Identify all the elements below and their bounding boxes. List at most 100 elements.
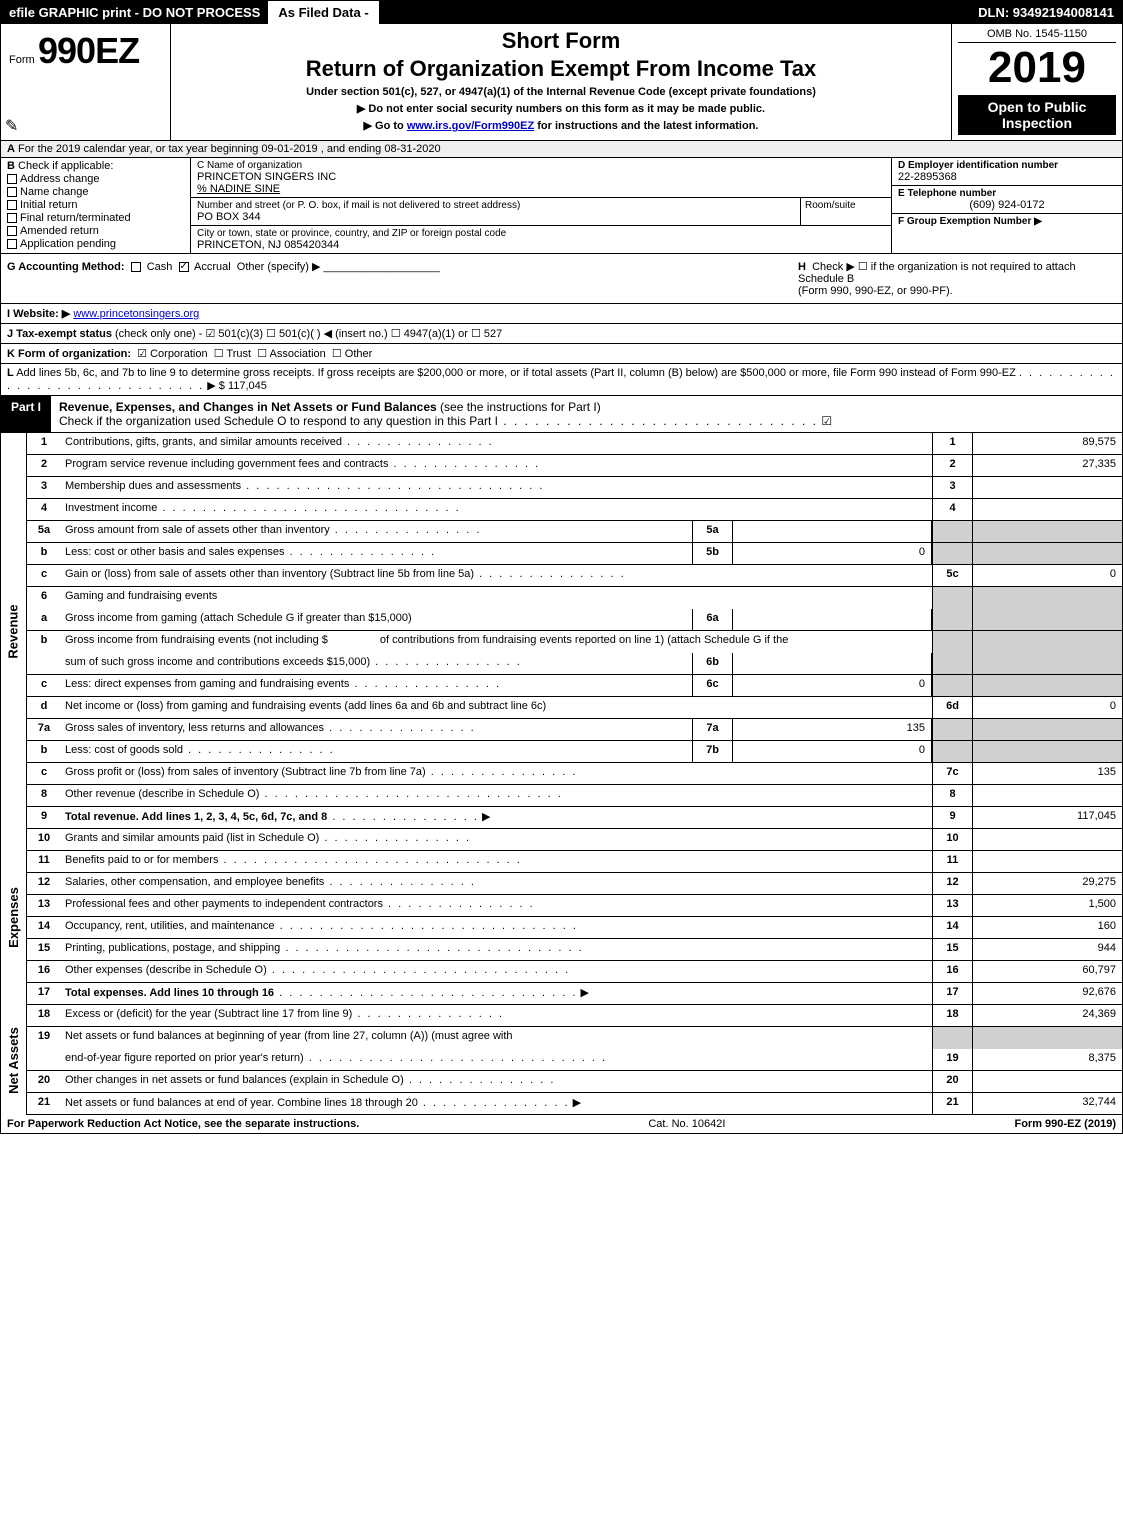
row-j: J Tax-exempt status (check only one) - ☑… bbox=[1, 324, 1122, 344]
header-right-cell: OMB No. 1545-1150 2019 Open to Public In… bbox=[952, 24, 1122, 140]
row-12: 12 Salaries, other compensation, and emp… bbox=[27, 873, 1122, 895]
asfiled-label: As Filed Data - bbox=[270, 1, 378, 24]
revenue-side-label: Revenue bbox=[1, 433, 27, 829]
efile-label: efile GRAPHIC print - DO NOT PROCESS bbox=[1, 1, 270, 24]
footer-right: Form 990-EZ (2019) bbox=[1014, 1118, 1116, 1130]
expenses-section: Expenses 10 Grants and similar amounts p… bbox=[1, 829, 1122, 1005]
row-8: 8 Other revenue (describe in Schedule O)… bbox=[27, 785, 1122, 807]
netasset-rows: 18 Excess or (deficit) for the year (Sub… bbox=[27, 1005, 1122, 1115]
checkbox-icon[interactable] bbox=[7, 226, 17, 236]
group-exemption-block: F Group Exemption Number ▶ bbox=[892, 214, 1122, 229]
revenue-section: Revenue 1 Contributions, gifts, grants, … bbox=[1, 433, 1122, 829]
part1-label: Part I bbox=[1, 396, 51, 433]
city-label: City or town, state or province, country… bbox=[197, 228, 885, 239]
row-6b-2: sum of such gross income and contributio… bbox=[27, 653, 1122, 675]
h-text2: (Form 990, 990-EZ, or 990-PF). bbox=[798, 285, 953, 297]
row-7b: b Less: cost of goods sold 7b 0 bbox=[27, 741, 1122, 763]
row-5c: c Gain or (loss) from sale of assets oth… bbox=[27, 565, 1122, 587]
check-name-change[interactable]: Name change bbox=[7, 186, 184, 198]
row-6b-1: b Gross income from fundraising events (… bbox=[27, 631, 1122, 653]
k-label: K Form of organization: bbox=[7, 348, 131, 360]
open-to-public: Open to Public Inspection bbox=[958, 95, 1116, 135]
row-6c: c Less: direct expenses from gaming and … bbox=[27, 675, 1122, 697]
row-4: 4 Investment income 4 bbox=[27, 499, 1122, 521]
header-title-cell: Short Form Return of Organization Exempt… bbox=[171, 24, 952, 140]
row-2: 2 Program service revenue including gove… bbox=[27, 455, 1122, 477]
c-name-label: C Name of organization bbox=[197, 160, 885, 171]
row-1: 1 Contributions, gifts, grants, and simi… bbox=[27, 433, 1122, 455]
c-city-block: City or town, state or province, country… bbox=[191, 226, 891, 253]
row-gh: G Accounting Method: Cash Accrual Other … bbox=[1, 254, 1122, 304]
row-14: 14 Occupancy, rent, utilities, and maint… bbox=[27, 917, 1122, 939]
check-initial-return[interactable]: Initial return bbox=[7, 199, 184, 211]
checkbox-icon[interactable] bbox=[7, 174, 17, 184]
part1-title: Revenue, Expenses, and Changes in Net As… bbox=[51, 396, 1122, 433]
col-d: D Employer identification number 22-2895… bbox=[892, 158, 1122, 253]
checkbox-icon[interactable] bbox=[7, 200, 17, 210]
i-label: I Website: ▶ bbox=[7, 308, 70, 320]
dln-label: DLN: 93492194008141 bbox=[970, 1, 1122, 24]
row-6: 6 Gaming and fundraising events bbox=[27, 587, 1122, 609]
header-row: Form 990EZ ✎ Short Form Return of Organi… bbox=[1, 24, 1122, 141]
l-value: $ 117,045 bbox=[219, 380, 267, 392]
revenue-rows: 1 Contributions, gifts, grants, and simi… bbox=[27, 433, 1122, 829]
h-text1: Check ▶ ☐ if the organization is not req… bbox=[798, 261, 1076, 285]
city-value: PRINCETON, NJ 085420344 bbox=[197, 239, 885, 251]
l-label: L bbox=[7, 367, 14, 379]
row-15: 15 Printing, publications, postage, and … bbox=[27, 939, 1122, 961]
website-link[interactable]: www.princetonsingers.org bbox=[73, 308, 199, 320]
org-name: PRINCETON SINGERS INC bbox=[197, 171, 885, 183]
form-number: 990EZ bbox=[38, 30, 139, 71]
c-name-block: C Name of organization PRINCETON SINGERS… bbox=[191, 158, 891, 198]
schedule-o-check: ☑ bbox=[821, 414, 832, 428]
j-text: (check only one) - ☑ 501(c)(3) ☐ 501(c)(… bbox=[115, 328, 502, 340]
row-k: K Form of organization: ☑ Corporation ☐ … bbox=[1, 344, 1122, 364]
h-label: H bbox=[798, 261, 806, 273]
check-application-pending[interactable]: Application pending bbox=[7, 238, 184, 250]
row-10: 10 Grants and similar amounts paid (list… bbox=[27, 829, 1122, 851]
street-main: Number and street (or P. O. box, if mail… bbox=[191, 198, 801, 225]
checkbox-icon[interactable] bbox=[7, 239, 17, 249]
check-final-return[interactable]: Final return/terminated bbox=[7, 212, 184, 224]
checkbox-icon[interactable] bbox=[7, 187, 17, 197]
col-b: B Check if applicable: Address change Na… bbox=[1, 158, 191, 253]
row-5b: b Less: cost or other basis and sales ex… bbox=[27, 543, 1122, 565]
no-ssn-text: ▶ Do not enter social security numbers o… bbox=[181, 102, 941, 115]
l-text: Add lines 5b, 6c, and 7b to line 9 to de… bbox=[16, 367, 1016, 379]
row-h: H Check ▶ ☐ if the organization is not r… bbox=[792, 254, 1122, 303]
group-label: F Group Exemption Number ▶ bbox=[898, 216, 1116, 227]
header-form-cell: Form 990EZ ✎ bbox=[1, 24, 171, 140]
netassets-side-label: Net Assets bbox=[1, 1005, 27, 1115]
row-i: I Website: ▶ www.princetonsingers.org bbox=[1, 304, 1122, 324]
line-a-text: For the 2019 calendar year, or tax year … bbox=[18, 143, 441, 155]
row-6a: a Gross income from gaming (attach Sched… bbox=[27, 609, 1122, 631]
row-13: 13 Professional fees and other payments … bbox=[27, 895, 1122, 917]
part1-header: Part I Revenue, Expenses, and Changes in… bbox=[1, 396, 1122, 433]
page-footer: For Paperwork Reduction Act Notice, see … bbox=[1, 1115, 1122, 1133]
row-19-2: end-of-year figure reported on prior yea… bbox=[27, 1049, 1122, 1071]
goto-text: ▶ Go to www.irs.gov/Form990EZ for instru… bbox=[181, 119, 941, 132]
checkbox-icon[interactable] bbox=[131, 262, 141, 272]
c-street-block: Number and street (or P. O. box, if mail… bbox=[191, 198, 891, 226]
street-value: PO BOX 344 bbox=[197, 211, 794, 223]
check-amended-return[interactable]: Amended return bbox=[7, 225, 184, 237]
checkbox-icon[interactable] bbox=[7, 213, 17, 223]
ein-block: D Employer identification number 22-2895… bbox=[892, 158, 1122, 186]
checkbox-icon[interactable] bbox=[179, 262, 189, 272]
short-form-title: Short Form bbox=[181, 28, 941, 54]
row-7c: c Gross profit or (loss) from sales of i… bbox=[27, 763, 1122, 785]
row-5a: 5a Gross amount from sale of assets othe… bbox=[27, 521, 1122, 543]
row-6d: d Net income or (loss) from gaming and f… bbox=[27, 697, 1122, 719]
phone-block: E Telephone number (609) 924-0172 bbox=[892, 186, 1122, 214]
row-17: 17 Total expenses. Add lines 10 through … bbox=[27, 983, 1122, 1005]
row-3: 3 Membership dues and assessments 3 bbox=[27, 477, 1122, 499]
row-7a: 7a Gross sales of inventory, less return… bbox=[27, 719, 1122, 741]
expenses-side-label: Expenses bbox=[1, 829, 27, 1005]
expense-rows: 10 Grants and similar amounts paid (list… bbox=[27, 829, 1122, 1005]
goto-link[interactable]: www.irs.gov/Form990EZ bbox=[407, 120, 534, 132]
line-a-label: A bbox=[7, 143, 15, 155]
check-address-change[interactable]: Address change bbox=[7, 173, 184, 185]
line-a: A For the 2019 calendar year, or tax yea… bbox=[1, 141, 1122, 158]
phone-label: E Telephone number bbox=[898, 188, 1116, 199]
row-18: 18 Excess or (deficit) for the year (Sub… bbox=[27, 1005, 1122, 1027]
